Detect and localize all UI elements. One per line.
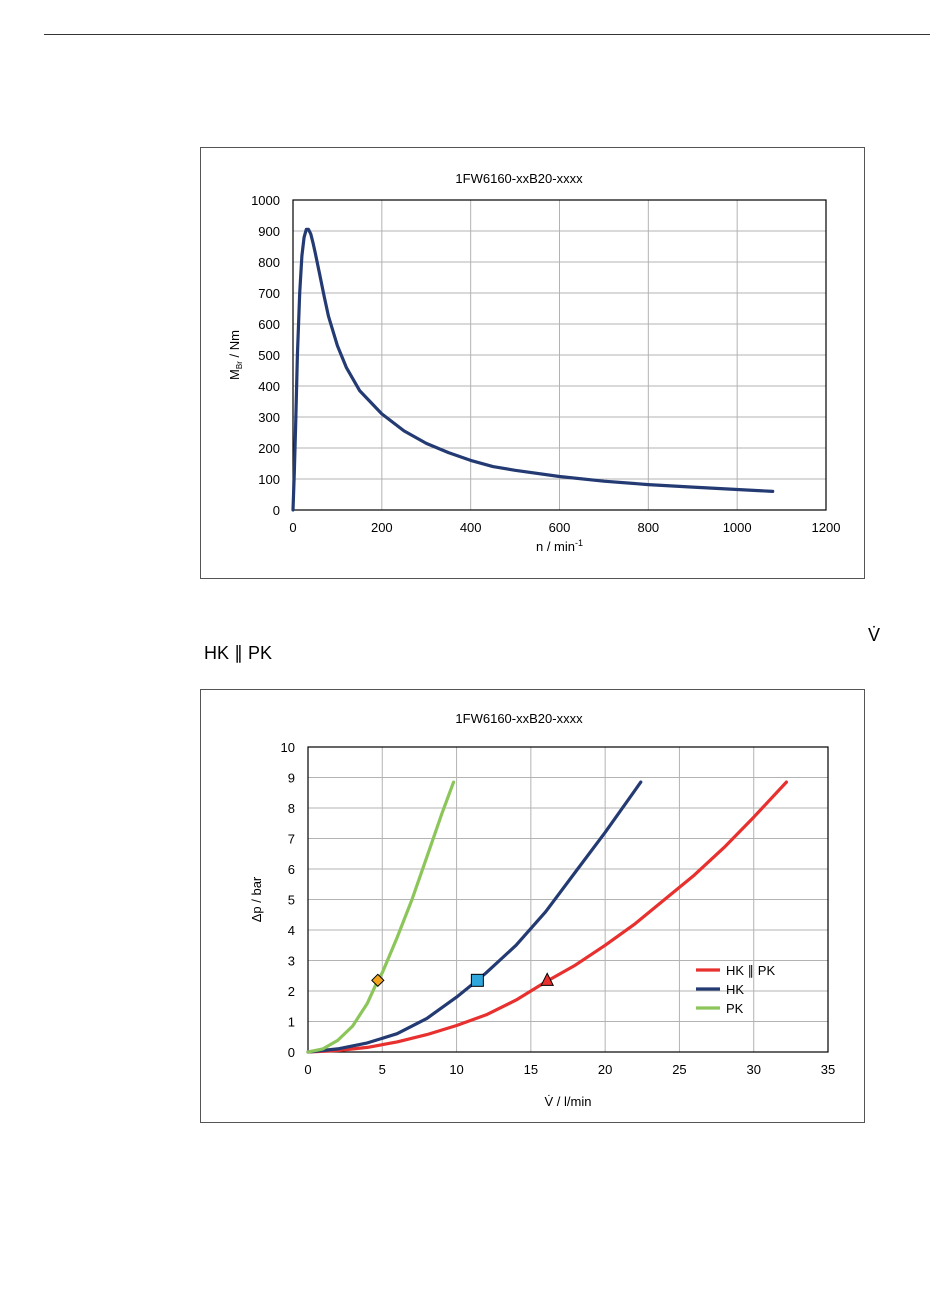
y-tick-labels: 0 100 200 300 400 500 600 700 800 900 1000 <box>251 193 280 518</box>
y-tick-label: 5 <box>288 893 295 908</box>
series-line <box>306 780 788 1054</box>
y-tick-label: 700 <box>258 286 280 301</box>
operating-point-markers <box>371 972 555 988</box>
x-tick-label: 25 <box>672 1062 686 1077</box>
x-tick-label: 35 <box>821 1062 835 1077</box>
plot-area <box>292 199 827 511</box>
y-tick-label: 9 <box>288 771 295 786</box>
flow-symbol-caption: V̇ <box>868 625 881 645</box>
y-tick-label: 8 <box>288 801 295 816</box>
legend-label: HK <box>726 982 744 997</box>
x-tick-labels: 0 5 10 15 20 25 30 35 <box>304 1062 835 1077</box>
legend-label: PK <box>726 1001 744 1016</box>
x-tick-label: 15 <box>524 1062 538 1077</box>
x-tick-labels: 0 200 400 600 800 1000 1200 <box>289 520 840 535</box>
chart-title: 1FW6160-xxB20-xxxx <box>455 711 583 726</box>
series-group <box>306 780 788 1054</box>
y-tick-label: 6 <box>288 862 295 877</box>
series-group <box>291 227 775 512</box>
x-tick-label: 400 <box>460 520 482 535</box>
y-tick-label: 0 <box>288 1045 295 1060</box>
x-tick-label: 600 <box>549 520 571 535</box>
x-tick-label: 0 <box>289 520 296 535</box>
y-axis-label: MBr / Nm <box>227 330 244 380</box>
braking-torque-chart: 1FW6160-xxB20-xxxx 0 200 400 600 800 1000 1200… <box>200 147 865 579</box>
legend-label: HK ∥ PK <box>726 963 775 978</box>
series-line <box>291 227 775 512</box>
x-tick-label: 10 <box>449 1062 463 1077</box>
chart-title: 1FW6160-xxB20-xxxx <box>455 171 583 186</box>
x-tick-label: 20 <box>598 1062 612 1077</box>
y-tick-label: 1 <box>288 1015 295 1030</box>
x-axis-label: n / min-1 <box>536 538 583 554</box>
grid <box>307 746 829 1053</box>
circuit-caption: HK ∥ PK <box>204 643 273 663</box>
y-tick-label: 400 <box>258 379 280 394</box>
x-tick-label: 1000 <box>723 520 752 535</box>
y-tick-label: 4 <box>288 923 295 938</box>
x-tick-label: 200 <box>371 520 393 535</box>
y-axis-label-unit: / Nm <box>227 330 242 361</box>
y-tick-label: 900 <box>258 224 280 239</box>
x-tick-label: 0 <box>304 1062 311 1077</box>
pressure-drop-chart-svg: 1FW6160-xxB20-xxxx 0 5 10 15 20 25 30 35 0 1 2 3 4 5… <box>249 711 835 1109</box>
series-line <box>306 780 456 1054</box>
y-tick-labels: 0 1 2 3 4 5 6 7 8 9 10 <box>281 740 295 1060</box>
x-tick-label: 800 <box>637 520 659 535</box>
marker-diamond <box>371 973 385 988</box>
x-axis-label: V̇ / l/min <box>545 1094 592 1109</box>
y-tick-label: 300 <box>258 410 280 425</box>
y-tick-label: 200 <box>258 441 280 456</box>
y-tick-label: 3 <box>288 954 295 969</box>
y-axis-label-subscript: Br <box>235 361 244 369</box>
y-tick-label: 800 <box>258 255 280 270</box>
x-axis-label-exponent: -1 <box>575 538 583 548</box>
pressure-drop-chart: 1FW6160-xxB20-xxxx 0 5 10 15 20 25 30 35 0 1 2 3 4 5… <box>200 689 865 1123</box>
y-tick-label: 500 <box>258 348 280 363</box>
y-tick-label: 1000 <box>251 193 280 208</box>
braking-torque-chart-svg: 1FW6160-xxB20-xxxx 0 200 400 600 800 1000 1200… <box>227 171 840 554</box>
x-axis-label-text: n / min <box>536 539 575 554</box>
x-tick-label: 1200 <box>812 520 841 535</box>
legend: HK ∥ PK HK PK <box>696 963 775 1016</box>
x-tick-label: 5 <box>379 1062 386 1077</box>
y-tick-label: 10 <box>281 740 295 755</box>
y-tick-label: 0 <box>273 503 280 518</box>
y-tick-label: 2 <box>288 984 295 999</box>
series-line <box>306 780 643 1054</box>
y-axis-label-symbol: M <box>227 369 242 380</box>
marker-triangle <box>540 972 555 986</box>
grid <box>292 199 827 511</box>
header-rule <box>44 34 930 35</box>
plot-area <box>307 746 829 1053</box>
y-tick-label: 100 <box>258 472 280 487</box>
y-tick-label: 7 <box>288 832 295 847</box>
x-tick-label: 30 <box>746 1062 760 1077</box>
marker-square <box>470 973 484 987</box>
y-axis-label: Δp / bar <box>249 876 264 922</box>
y-tick-label: 600 <box>258 317 280 332</box>
